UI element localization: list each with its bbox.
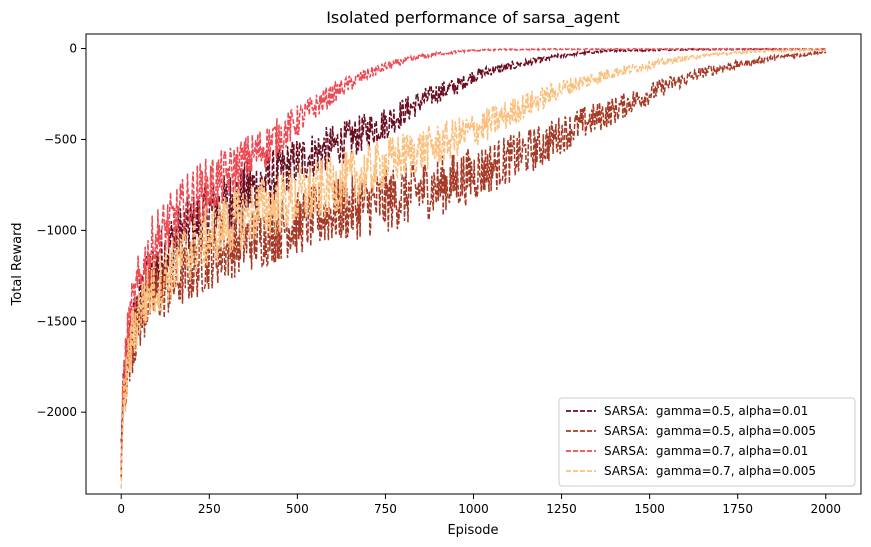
chart-title: Isolated performance of sarsa_agent: [326, 8, 620, 28]
x-tick-label: 2000: [810, 502, 841, 516]
x-axis: 0 250 500 750 1000 1250 1500 1750 2000: [117, 494, 841, 516]
legend-label-3: SARSA: gamma=0.7, alpha=0.01: [604, 444, 808, 458]
y-tick-label: −500: [44, 132, 77, 146]
x-axis-label: Episode: [447, 523, 498, 538]
y-tick-label: −2000: [36, 405, 77, 419]
y-tick-label: −1000: [36, 223, 77, 237]
series-line-3: [120, 47, 827, 467]
y-axis: 0 −500 −1000 −1500 −2000: [36, 42, 86, 419]
x-tick-label: 1250: [546, 502, 577, 516]
x-tick-label: 1000: [458, 502, 489, 516]
x-tick-label: 250: [198, 502, 221, 516]
y-tick-label: −1500: [36, 314, 77, 328]
x-tick-label: 1750: [722, 502, 753, 516]
series-line-4: [120, 47, 827, 489]
legend: SARSA: gamma=0.5, alpha=0.01 SARSA: gamma…: [558, 397, 856, 487]
series-layer: [120, 47, 827, 489]
y-axis-label: Total Reward: [10, 223, 25, 307]
legend-items: SARSA: gamma=0.5, alpha=0.01 SARSA: gamma…: [566, 404, 816, 478]
x-tick-label: 1500: [634, 502, 665, 516]
legend-label-2: SARSA: gamma=0.5, alpha=0.005: [604, 424, 816, 438]
series-line-1: [120, 47, 827, 447]
legend-label-4: SARSA: gamma=0.7, alpha=0.005: [604, 464, 816, 478]
x-tick-label: 0: [117, 502, 125, 516]
legend-label-1: SARSA: gamma=0.5, alpha=0.01: [604, 404, 808, 418]
x-tick-label: 750: [374, 502, 397, 516]
legend-frame: [558, 397, 856, 487]
y-tick-label: 0: [69, 42, 77, 56]
x-tick-label: 500: [286, 502, 309, 516]
series-line-2: [120, 49, 827, 479]
